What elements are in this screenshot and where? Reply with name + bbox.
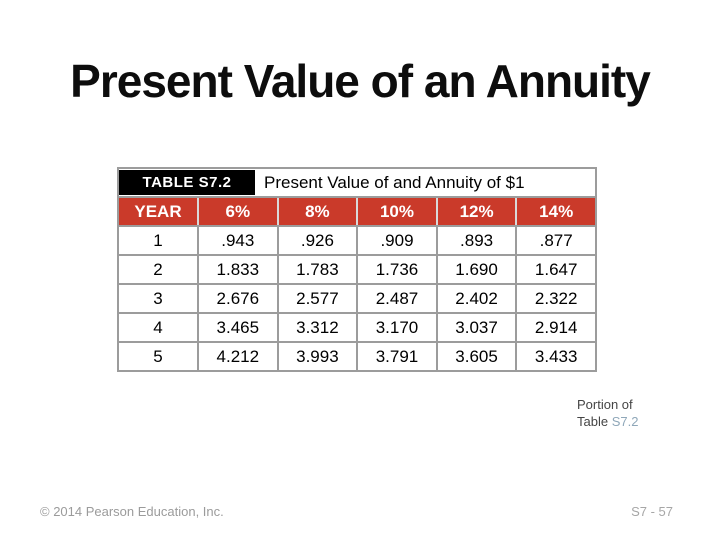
table-cell: 1.690 xyxy=(435,254,518,285)
table-cell: .877 xyxy=(515,225,597,256)
table-caption-row: TABLE S7.2 Present Value of and Annuity … xyxy=(117,167,597,198)
present-value-table: TABLE S7.2 Present Value of and Annuity … xyxy=(117,167,597,372)
table-row: 2 1.833 1.783 1.736 1.690 1.647 xyxy=(117,254,597,285)
table-cell: 3.605 xyxy=(435,341,518,372)
table-column-header: YEAR xyxy=(117,196,199,227)
table-tag-label: TABLE S7.2 xyxy=(119,170,255,195)
table-row: 4 3.465 3.312 3.170 3.037 2.914 xyxy=(117,312,597,343)
table-cell: 2.402 xyxy=(435,283,518,314)
table-cell: 3.312 xyxy=(276,312,359,343)
table-cell: .893 xyxy=(435,225,518,256)
table-cell: 1.736 xyxy=(356,254,438,285)
table-cell: 4.212 xyxy=(197,341,279,372)
table-cell: .909 xyxy=(356,225,438,256)
table-cell: 2.577 xyxy=(276,283,359,314)
copyright-text: © 2014 Pearson Education, Inc. xyxy=(40,504,224,519)
note-line1: Portion of xyxy=(577,397,633,412)
table-body: 1.943.926.909.893.877 2 1.833 1.783 1.736 1.6… xyxy=(117,225,597,372)
table-cell: 1.647 xyxy=(515,254,597,285)
table-cell: 3 xyxy=(117,283,199,314)
note-table-reference: S7.2 xyxy=(611,414,639,429)
table-column-header: 10% xyxy=(356,196,438,227)
table-column-header: 6% xyxy=(197,196,279,227)
table-column-header: 14% xyxy=(515,196,597,227)
table-cell: 1 xyxy=(117,225,199,256)
table-column-header: 8% xyxy=(276,196,359,227)
table-row: 5 4.212 3.993 3.791 3.605 3.433 xyxy=(117,341,597,372)
table-caption-cell: TABLE S7.2 Present Value of and Annuity … xyxy=(117,167,597,198)
present-value-table-container: TABLE S7.2 Present Value of and Annuity … xyxy=(117,167,597,372)
table-cell: 3.037 xyxy=(435,312,518,343)
table-cell: 1.833 xyxy=(197,254,279,285)
slide-title: Present Value of an Annuity xyxy=(70,55,651,107)
table-cell: 2.914 xyxy=(515,312,597,343)
table-cell: 2.322 xyxy=(515,283,597,314)
table-caption-text: Present Value of and Annuity of $1 xyxy=(264,172,525,192)
table-cell: 3.791 xyxy=(356,341,438,372)
table-cell: 3.993 xyxy=(276,341,359,372)
note-line2-prefix: Table xyxy=(577,414,612,429)
table-cell: 5 xyxy=(117,341,199,372)
table-cell: 3.170 xyxy=(356,312,438,343)
table-cell: 1.783 xyxy=(276,254,359,285)
table-cell: 3.433 xyxy=(515,341,597,372)
table-cell: 3.465 xyxy=(197,312,279,343)
table-cell: 2 xyxy=(117,254,199,285)
table-column-header: 12% xyxy=(435,196,518,227)
table-cell: 4 xyxy=(117,312,199,343)
table-cell: .926 xyxy=(276,225,359,256)
table-cell: 2.676 xyxy=(197,283,279,314)
slide-number: S7 - 57 xyxy=(631,504,673,519)
table-row: 3 2.676 2.577 2.487 2.402 2.322 xyxy=(117,283,597,314)
table-header-row: YEAR 6% 8% 10% 12% 14% xyxy=(117,196,597,227)
table-cell: .943 xyxy=(197,225,279,256)
table-cell: 2.487 xyxy=(356,283,438,314)
table-row: 1.943.926.909.893.877 xyxy=(117,225,597,256)
table-source-note: Portion of Table S7.2 xyxy=(577,396,638,430)
